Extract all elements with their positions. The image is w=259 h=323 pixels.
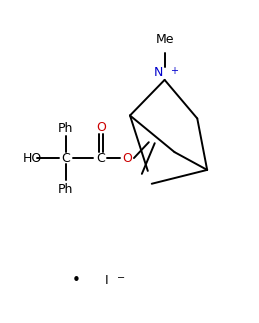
Text: C: C xyxy=(61,151,70,164)
Text: −: − xyxy=(117,273,125,283)
Text: •: • xyxy=(72,273,81,288)
Text: HO: HO xyxy=(23,151,42,164)
Text: O: O xyxy=(122,151,132,164)
Text: Ph: Ph xyxy=(58,122,73,135)
Text: +: + xyxy=(170,66,178,76)
Text: I: I xyxy=(104,274,108,287)
Text: O: O xyxy=(96,121,106,134)
Text: Me: Me xyxy=(155,33,174,46)
Text: Ph: Ph xyxy=(58,183,73,196)
Text: N: N xyxy=(154,67,163,79)
Text: C: C xyxy=(96,151,105,164)
